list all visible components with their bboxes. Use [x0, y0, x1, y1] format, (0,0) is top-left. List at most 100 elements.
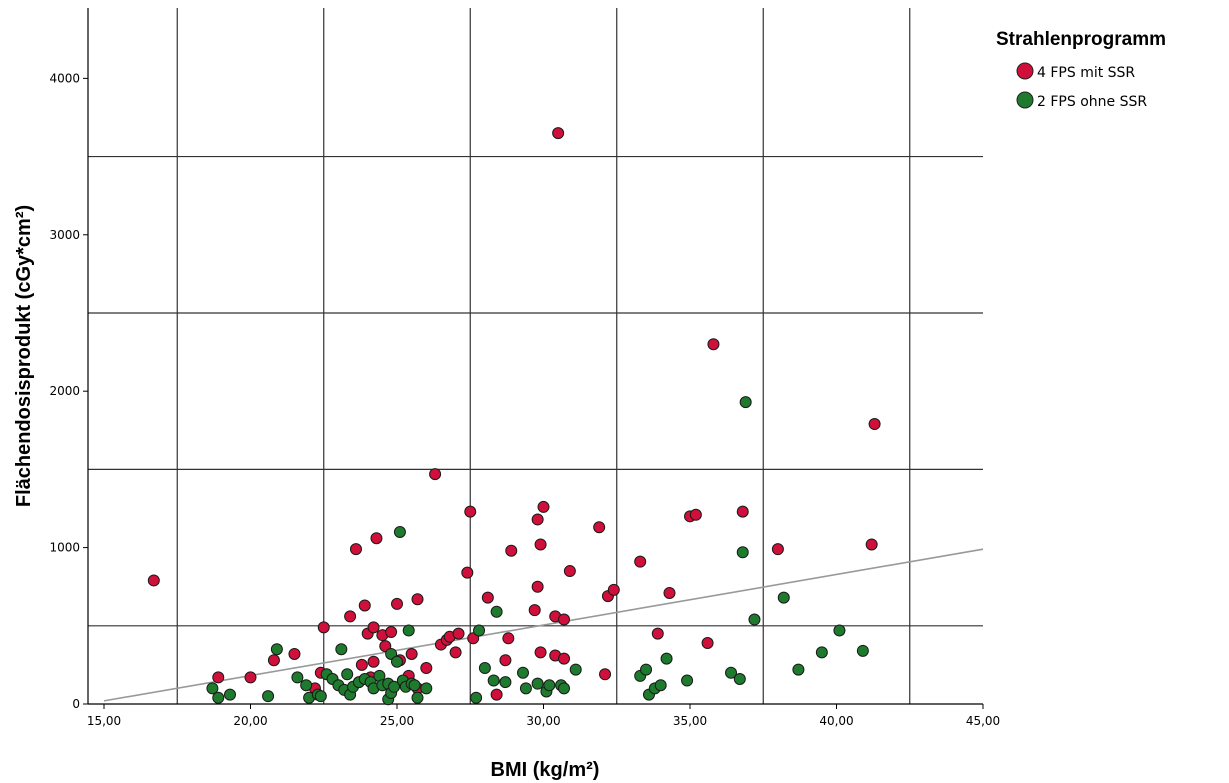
data-point-4-fps-mit-ssr	[563, 565, 576, 578]
data-point-2-fps-ohne-ssr	[473, 624, 486, 637]
data-point-4-fps-mit-ssr	[411, 593, 424, 606]
data-point-2-fps-ohne-ssr	[815, 646, 828, 659]
data-point-2-fps-ohne-ssr	[388, 680, 401, 693]
data-point-4-fps-mit-ssr	[505, 544, 518, 557]
data-point-4-fps-mit-ssr	[344, 610, 357, 623]
data-point-4-fps-mit-ssr	[370, 532, 383, 545]
data-point-2-fps-ohne-ssr	[681, 674, 694, 687]
x-axis-title: BMI (kg/m²)	[491, 759, 600, 781]
x-tick-label: 25,00	[380, 714, 414, 728]
data-point-4-fps-mit-ssr	[865, 538, 878, 551]
data-point-4-fps-mit-ssr	[452, 627, 465, 640]
data-point-4-fps-mit-ssr	[771, 543, 784, 556]
data-point-2-fps-ohne-ssr	[748, 613, 761, 626]
data-point-4-fps-mit-ssr	[701, 637, 714, 650]
data-point-2-fps-ohne-ssr	[640, 663, 653, 676]
data-point-2-fps-ohne-ssr	[291, 671, 304, 684]
legend-marker-2-fps-ohne-ssr	[1016, 91, 1034, 109]
data-point-2-fps-ohne-ssr	[490, 605, 503, 618]
data-point-2-fps-ohne-ssr	[543, 679, 556, 692]
data-point-4-fps-mit-ssr	[267, 654, 280, 667]
data-point-2-fps-ohne-ssr	[391, 655, 403, 668]
fit-line	[103, 548, 984, 702]
x-tick-label: 20,00	[233, 714, 267, 728]
data-point-2-fps-ohne-ssr	[519, 682, 532, 695]
data-point-2-fps-ohne-ssr	[569, 663, 582, 676]
data-point-4-fps-mit-ssr	[499, 654, 512, 667]
data-point-4-fps-mit-ssr	[528, 604, 541, 617]
data-point-2-fps-ohne-ssr	[833, 624, 846, 637]
data-point-2-fps-ohne-ssr	[654, 679, 667, 692]
data-point-4-fps-mit-ssr	[651, 627, 664, 640]
data-point-2-fps-ohne-ssr	[206, 682, 219, 695]
y-tick-label: 4000	[49, 71, 80, 85]
data-point-4-fps-mit-ssr	[288, 647, 301, 660]
data-point-4-fps-mit-ssr	[634, 555, 647, 568]
data-point-2-fps-ohne-ssr	[736, 546, 749, 559]
legend-label-2-fps-ohne-ssr: 2 FPS ohne SSR	[1037, 94, 1147, 110]
data-point-4-fps-mit-ssr	[558, 613, 571, 626]
data-point-2-fps-ohne-ssr	[660, 652, 673, 665]
fit-line-group	[103, 548, 984, 702]
data-point-2-fps-ohne-ssr	[777, 591, 790, 604]
data-point-2-fps-ohne-ssr	[300, 679, 313, 692]
data-point-2-fps-ohne-ssr	[856, 644, 869, 657]
data-point-4-fps-mit-ssr	[405, 647, 418, 660]
data-point-2-fps-ohne-ssr	[558, 682, 571, 695]
data-point-4-fps-mit-ssr	[689, 508, 702, 521]
axis-ticks: 15,00 20,00 25,00 30,00 35,00 40,00 45,00 0 1000…	[49, 71, 1000, 728]
data-point-2-fps-ohne-ssr	[531, 677, 544, 690]
data-point-2-fps-ohne-ssr	[262, 690, 275, 703]
data-point-4-fps-mit-ssr	[537, 500, 550, 513]
data-point-4-fps-mit-ssr	[244, 671, 257, 684]
data-point-2-fps-ohne-ssr	[314, 690, 327, 703]
data-point-4-fps-mit-ssr	[429, 468, 442, 481]
data-point-4-fps-mit-ssr	[868, 418, 881, 431]
y-tick-label: 3000	[49, 228, 80, 242]
data-point-2-fps-ohne-ssr	[725, 666, 738, 679]
y-tick-label: 2000	[49, 384, 80, 398]
data-point-2-fps-ohne-ssr	[499, 676, 512, 689]
data-point-2-fps-ohne-ssr	[335, 643, 348, 656]
data-point-4-fps-mit-ssr	[663, 586, 676, 599]
x-tick-label: 30,00	[526, 714, 560, 728]
data-point-2-fps-ohne-ssr	[487, 674, 500, 687]
x-tick-label: 35,00	[673, 714, 707, 728]
data-point-2-fps-ohne-ssr	[408, 679, 421, 692]
data-point-4-fps-mit-ssr	[502, 632, 515, 645]
data-point-4-fps-mit-ssr	[534, 646, 547, 659]
data-point-2-fps-ohne-ssr	[478, 662, 491, 675]
data-point-2-fps-ohne-ssr	[792, 663, 805, 676]
data-point-4-fps-mit-ssr	[385, 626, 398, 639]
data-point-2-fps-ohne-ssr	[341, 668, 354, 681]
legend-label-4-fps-mit-ssr: 4 FPS mit SSR	[1037, 65, 1135, 81]
data-point-4-fps-mit-ssr	[531, 580, 544, 593]
data-point-2-fps-ohne-ssr	[516, 666, 529, 679]
data-point-4-fps-mit-ssr	[367, 621, 380, 634]
data-point-4-fps-mit-ssr	[147, 574, 160, 587]
data-point-2-fps-ohne-ssr	[411, 691, 424, 704]
data-point-2-fps-ohne-ssr	[270, 643, 283, 656]
data-point-2-fps-ohne-ssr	[402, 624, 415, 637]
data-point-4-fps-mit-ssr	[355, 658, 368, 671]
data-point-4-fps-mit-ssr	[599, 668, 612, 681]
data-point-2-fps-ohne-ssr	[223, 688, 236, 701]
data-point-4-fps-mit-ssr	[391, 597, 403, 610]
data-point-4-fps-mit-ssr	[593, 521, 606, 534]
x-tick-label: 40,00	[819, 714, 853, 728]
y-axis-title: Flächendosisprodukt (cGy*cm²)	[13, 205, 35, 507]
grid-lines	[88, 8, 983, 704]
x-tick-label: 45,00	[966, 714, 1000, 728]
data-point-4-fps-mit-ssr	[552, 127, 565, 140]
data-point-4-fps-mit-ssr	[481, 591, 494, 604]
y-tick-label: 1000	[49, 541, 80, 555]
data-point-2-fps-ohne-ssr	[733, 672, 746, 685]
data-point-2-fps-ohne-ssr	[393, 525, 406, 538]
data-point-4-fps-mit-ssr	[449, 646, 462, 659]
data-point-2-fps-ohne-ssr	[739, 396, 752, 409]
data-point-4-fps-mit-ssr	[349, 543, 362, 556]
data-point-4-fps-mit-ssr	[707, 338, 720, 351]
data-point-4-fps-mit-ssr	[212, 671, 225, 684]
data-point-4-fps-mit-ssr	[736, 505, 749, 518]
